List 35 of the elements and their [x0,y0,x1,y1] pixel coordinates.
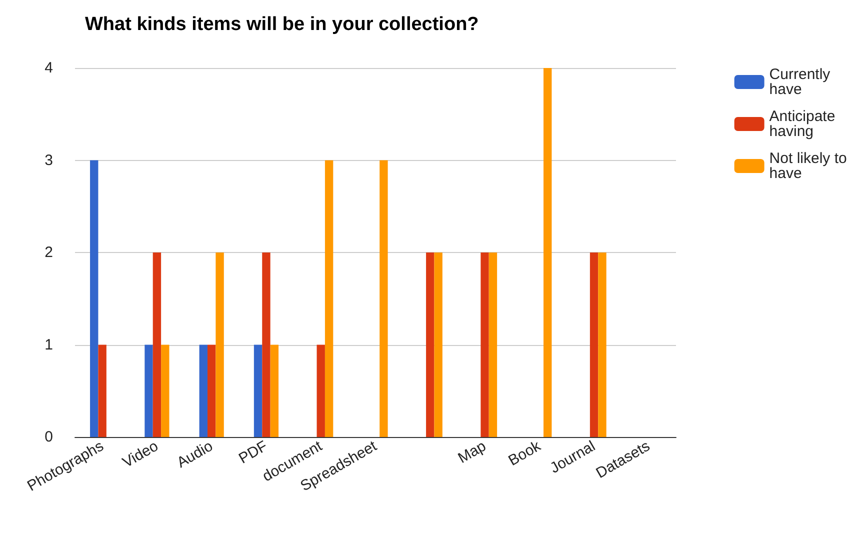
bar [426,252,434,437]
x-tick-label: Map [455,438,490,467]
bar [488,252,498,437]
y-tick-label: 1 [44,336,53,354]
legend-label: Anticipate having [769,108,840,140]
bar [380,160,388,437]
bar [480,252,489,437]
bar [90,160,98,437]
bar [254,344,262,437]
legend-label: Currently have [769,66,834,98]
bar [161,344,170,437]
x-tick-label: Book [506,437,544,470]
chart-title: What kinds items will be in your collection? [85,14,479,35]
bar [324,160,334,437]
bar [98,344,106,437]
bar [262,252,270,437]
y-tick-label: 4 [44,60,53,76]
bar [207,344,216,437]
bar [199,344,208,437]
y-tick-label: 3 [44,152,53,169]
legend-label: Not likely to have [769,150,852,182]
bar [270,344,279,437]
bar [144,344,153,437]
bar [544,68,552,437]
y-tick-label: 0 [44,428,53,446]
bar [598,252,606,437]
bar [216,252,224,437]
bar [152,252,162,437]
bar [316,344,325,437]
x-tick-label: Video [120,438,162,472]
x-tick-label: Audio [174,438,216,472]
bar [434,252,442,437]
x-tick-label: PDF [236,438,270,468]
bar [590,252,598,437]
y-tick-label: 2 [44,244,53,261]
